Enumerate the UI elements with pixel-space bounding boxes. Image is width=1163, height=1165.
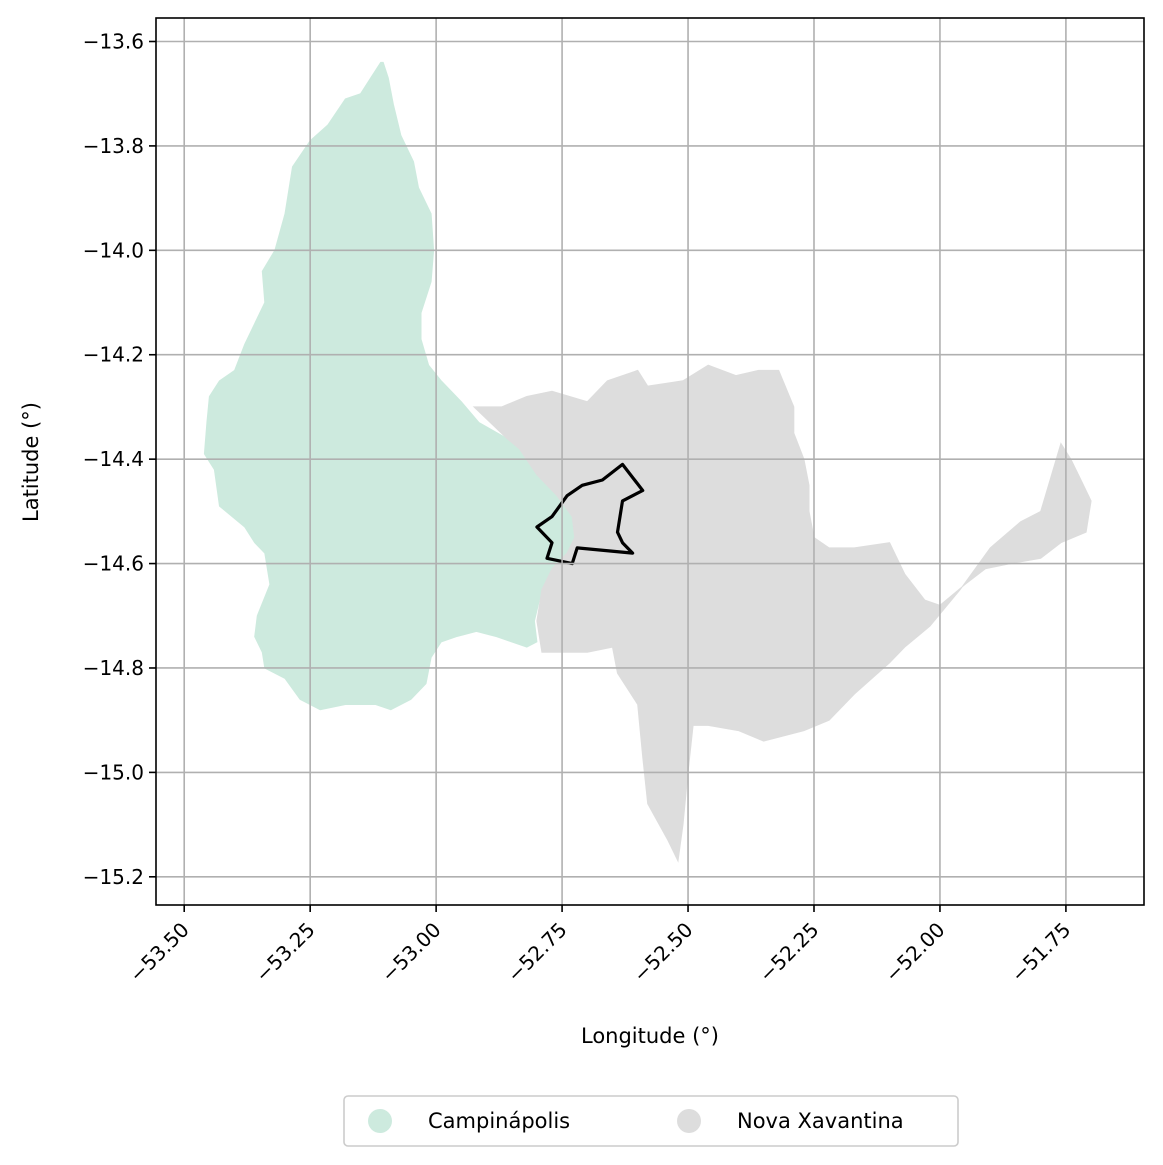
y-axis-ticks: −13.6 −13.8 −14.0 −14.2 −14.4 −14.6 −14.8 −15.0… bbox=[83, 29, 156, 889]
y-axis-label: Latitude (°) bbox=[19, 402, 43, 522]
legend-frame bbox=[343, 1095, 959, 1147]
legend: Campinápolis Nova Xavantina bbox=[343, 1095, 959, 1147]
x-tick-label: −51.75 bbox=[1006, 918, 1075, 987]
y-tick-label: −14.6 bbox=[83, 552, 144, 576]
y-tick-label: −14.4 bbox=[83, 447, 144, 471]
x-tick-label: −53.00 bbox=[376, 918, 445, 987]
y-tick-label: −14.0 bbox=[83, 238, 144, 262]
x-tick-label: −52.75 bbox=[502, 918, 571, 987]
legend-label-campinapolis: Campinápolis bbox=[428, 1109, 570, 1133]
x-tick-label: −52.25 bbox=[754, 918, 823, 987]
x-tick-label: −52.50 bbox=[628, 918, 697, 987]
region-nova-xavantina bbox=[472, 364, 1092, 863]
y-tick-label: −15.0 bbox=[83, 760, 144, 784]
legend-marker-nova-xavantina bbox=[677, 1109, 701, 1133]
legend-label-nova-xavantina: Nova Xavantina bbox=[737, 1109, 904, 1133]
plot-frame bbox=[155, 17, 1145, 906]
legend-marker-campinapolis bbox=[368, 1109, 392, 1133]
grid-layer bbox=[156, 18, 1144, 905]
x-axis-ticks: −53.50 −53.25 −53.00 −52.75 −52.50 −52.25 −52.… bbox=[124, 905, 1075, 987]
y-tick-label: −14.8 bbox=[83, 656, 144, 680]
x-tick-label: −53.25 bbox=[250, 918, 319, 987]
x-axis-label: Longitude (°) bbox=[581, 1024, 719, 1048]
y-tick-label: −14.2 bbox=[83, 343, 144, 367]
regions-layer bbox=[203, 61, 1092, 863]
x-tick-label: −53.50 bbox=[124, 918, 193, 987]
outline-layer bbox=[535, 462, 645, 566]
highlighted-boundary bbox=[535, 462, 645, 566]
region-campinapolis bbox=[203, 61, 576, 711]
y-tick-label: −13.6 bbox=[83, 29, 144, 53]
x-tick-label: −52.00 bbox=[880, 918, 949, 987]
y-tick-label: −15.2 bbox=[83, 865, 144, 889]
y-tick-label: −13.8 bbox=[83, 134, 144, 158]
